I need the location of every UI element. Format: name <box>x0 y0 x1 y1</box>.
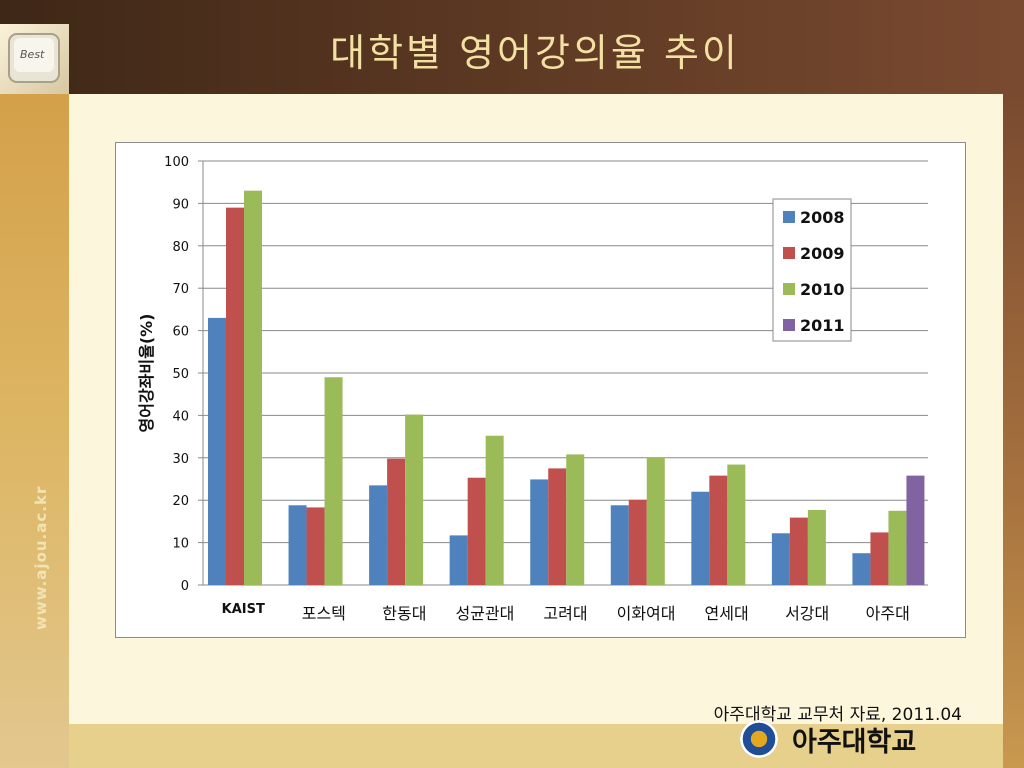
left-sidebar <box>0 94 69 768</box>
bar-2009-이화여대 <box>628 499 647 585</box>
bar-2008-한동대 <box>369 485 388 585</box>
legend-label: 2008 <box>800 208 845 227</box>
legend-swatch-2008 <box>783 211 795 223</box>
legend-swatch-2009 <box>783 247 795 259</box>
bar-2010-고려대 <box>566 454 585 585</box>
bar-2008-성균관대 <box>449 535 468 585</box>
bar-chart: 0 10 20 30 40 50 60 70 80 90 100 영어강좌비율(%) KAIST 포스텍 한… <box>137 155 928 623</box>
bar-2010-연세대 <box>727 464 746 585</box>
bar-2008-고려대 <box>530 479 549 585</box>
legend-label: 2011 <box>800 316 845 335</box>
y-tick-label: 10 <box>172 537 189 552</box>
best-key-label: Best <box>20 48 45 61</box>
x-tick-label: 포스텍 <box>302 604 346 623</box>
x-tick-label: 고려대 <box>543 604 587 623</box>
y-tick-label: 0 <box>181 579 189 594</box>
university-logo: 아주대학교 <box>740 720 950 760</box>
bar-2009-한동대 <box>387 458 406 585</box>
legend-label: 2009 <box>800 244 845 263</box>
bar-2008-KAIST <box>208 317 226 585</box>
bar-2009-서강대 <box>789 517 808 585</box>
bar-2008-이화여대 <box>610 505 629 585</box>
y-tick-label: 40 <box>172 409 189 424</box>
legend-swatch-2010 <box>783 283 795 295</box>
y-tick-label: 70 <box>172 282 189 297</box>
x-tick-label: KAIST <box>222 602 265 617</box>
x-tick-label: 성균관대 <box>455 604 514 623</box>
x-tick-label: 아주대 <box>866 604 910 623</box>
university-name: 아주대학교 <box>792 727 917 758</box>
best-key-icon: Best <box>8 33 60 83</box>
bar-2010-아주대 <box>888 510 907 585</box>
slide-header: Best 대학별 영어강의율 추이 <box>0 0 1024 94</box>
right-strip <box>1003 94 1024 768</box>
y-tick-label: 60 <box>172 325 189 340</box>
side-url-text: www.ajou.ac.kr <box>32 485 50 630</box>
legend-label: 2010 <box>800 280 845 299</box>
y-tick-label: 100 <box>164 155 189 170</box>
x-tick-label: 연세대 <box>705 604 749 623</box>
y-axis-label: 영어강좌비율(%) <box>137 314 156 433</box>
bar-2009-고려대 <box>548 468 567 585</box>
bar-2010-서강대 <box>807 509 826 585</box>
bar-2008-연세대 <box>691 491 710 585</box>
x-tick-label: 서강대 <box>785 604 829 623</box>
y-tick-label: 90 <box>172 197 189 212</box>
bar-2008-서강대 <box>771 533 790 585</box>
bar-2009-KAIST <box>226 207 244 585</box>
bar-2010-성균관대 <box>485 435 504 585</box>
legend-swatch-2011 <box>783 319 795 331</box>
bar-2010-한동대 <box>405 414 424 585</box>
bar-2009-포스텍 <box>306 507 325 585</box>
y-tick-label: 20 <box>172 494 189 509</box>
university-emblem-icon <box>740 720 778 758</box>
x-tick-label: 이화여대 <box>617 604 676 623</box>
bar-2008-아주대 <box>852 553 871 585</box>
bar-2010-포스텍 <box>324 377 343 585</box>
bar-2010-이화여대 <box>646 457 665 585</box>
y-tick-label: 80 <box>172 240 189 255</box>
bar-2009-연세대 <box>709 475 728 585</box>
bar-2009-아주대 <box>870 532 889 585</box>
y-tick-label: 50 <box>172 367 189 382</box>
page-title: 대학별 영어강의율 추이 <box>330 31 740 75</box>
bottom-strip <box>69 724 1003 768</box>
bar-2008-포스텍 <box>288 505 307 585</box>
bar-2009-성균관대 <box>467 477 486 585</box>
chart-frame: 0 10 20 30 40 50 60 70 80 90 100 영어강좌비율(%) KAIST 포스텍 한… <box>115 142 966 638</box>
source-note: 아주대학교 교무처 자료, 2011.04 <box>713 705 962 725</box>
bar-2010-KAIST <box>244 190 262 585</box>
x-tick-label: 한동대 <box>382 604 426 623</box>
bar-2011-아주대 <box>906 475 925 585</box>
best-key-logo: Best <box>0 24 69 94</box>
y-tick-label: 30 <box>172 452 189 467</box>
